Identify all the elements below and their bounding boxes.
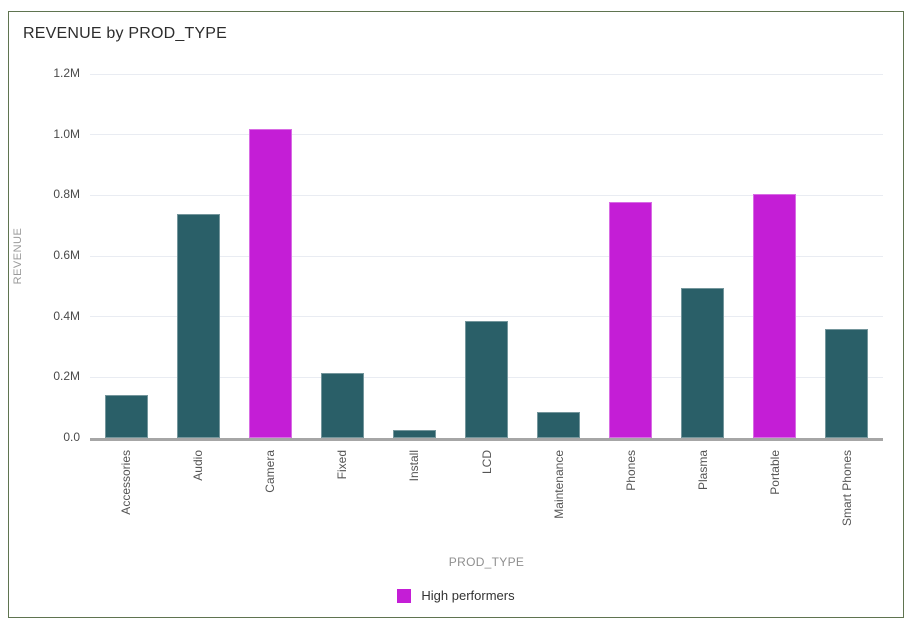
bar-accessories[interactable] bbox=[104, 394, 148, 438]
bar-fixed[interactable] bbox=[320, 372, 364, 438]
bar-audio[interactable] bbox=[176, 213, 220, 438]
y-tick-label: 0.2M bbox=[53, 369, 80, 384]
x-tick-label-plasma: Plasma bbox=[695, 450, 710, 491]
x-tick-label-lcd: LCD bbox=[479, 450, 494, 475]
legend-swatch-high-performers[interactable] bbox=[397, 588, 412, 603]
gridline-0.8M bbox=[90, 194, 883, 196]
x-tick-label-accessories: Accessories bbox=[119, 450, 134, 515]
x-tick-label-smart-phones: Smart Phones bbox=[839, 450, 854, 527]
y-tick-label: 1.0M bbox=[53, 126, 80, 141]
y-tick-label: 0.4M bbox=[53, 308, 80, 323]
y-axis-title: REVENUE bbox=[12, 227, 24, 285]
x-axis-title: PROD_TYPE bbox=[448, 555, 525, 569]
x-tick-label-audio: Audio bbox=[191, 450, 206, 481]
legend-label[interactable]: High performers bbox=[421, 588, 515, 603]
plot-area: 0.0 0.2M 0.4M 0.6M 0.8M 1.0M 1.2M Accessories Au… bbox=[9, 12, 903, 617]
bar-phones[interactable] bbox=[609, 202, 653, 438]
gridline-1.0M bbox=[90, 134, 883, 136]
legend: High performers bbox=[9, 588, 903, 603]
bar-portable[interactable] bbox=[753, 193, 797, 438]
y-tick-label: 0.8M bbox=[53, 187, 80, 202]
x-tick-label-camera: Camera bbox=[263, 450, 278, 493]
chart-card: REVENUE by PROD_TYPE 0.0 0.2M 0.4M 0.6M 0.8M… bbox=[8, 11, 904, 618]
bar-plasma[interactable] bbox=[681, 287, 725, 438]
bar-lcd[interactable] bbox=[465, 321, 508, 438]
gridline-1.2M bbox=[90, 73, 883, 75]
bar-install[interactable] bbox=[392, 429, 436, 438]
chart-title: REVENUE by PROD_TYPE bbox=[23, 25, 228, 42]
x-tick-label-maintenance: Maintenance bbox=[551, 450, 566, 519]
gridline-0.4M bbox=[90, 316, 883, 318]
y-tick-label: 0.0 bbox=[63, 430, 80, 444]
y-tick-label: 0.6M bbox=[53, 248, 80, 262]
bar-camera[interactable] bbox=[248, 128, 292, 438]
bar-maintenance[interactable] bbox=[537, 412, 581, 438]
x-tick-label-fixed: Fixed bbox=[335, 450, 350, 480]
x-tick-label-portable: Portable bbox=[767, 450, 782, 495]
y-tick-label: 1.2M bbox=[53, 66, 80, 80]
x-tick-label-install: Install bbox=[407, 450, 422, 482]
x-tick-label-phones: Phones bbox=[623, 450, 638, 491]
bar-smart-phones[interactable] bbox=[825, 328, 869, 438]
x-axis-line bbox=[90, 438, 883, 441]
gridline-0.6M bbox=[90, 255, 883, 257]
